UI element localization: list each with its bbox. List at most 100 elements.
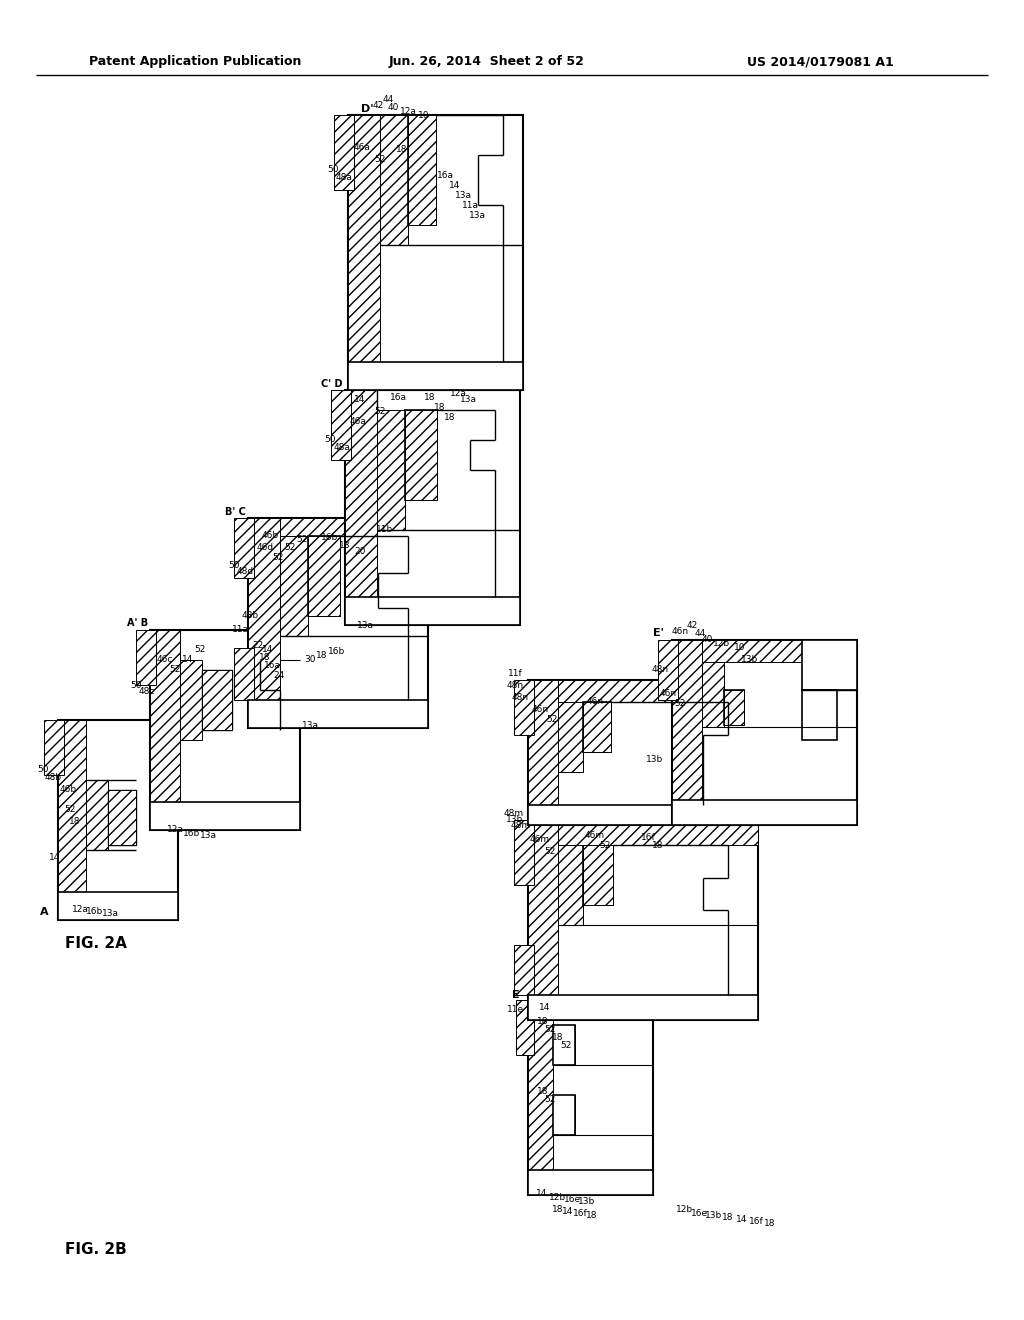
Text: 16b: 16b xyxy=(86,908,103,916)
Bar xyxy=(528,1001,553,1170)
Bar xyxy=(108,789,136,845)
Text: 50: 50 xyxy=(37,766,49,775)
Bar xyxy=(248,517,280,700)
Bar xyxy=(658,640,678,700)
Text: 14: 14 xyxy=(354,396,366,404)
Text: 40: 40 xyxy=(387,103,398,112)
Text: 50: 50 xyxy=(130,681,141,689)
Text: FIG. 2A: FIG. 2A xyxy=(65,936,127,950)
Text: 52: 52 xyxy=(285,544,296,553)
Text: 14: 14 xyxy=(540,1003,551,1012)
Text: 13b: 13b xyxy=(741,656,759,664)
Text: 52: 52 xyxy=(547,715,558,725)
Text: 12a: 12a xyxy=(72,906,88,915)
Bar xyxy=(58,719,178,920)
Text: 22: 22 xyxy=(252,640,263,649)
Text: 48m: 48m xyxy=(511,821,531,829)
Text: 52: 52 xyxy=(272,553,284,562)
Bar xyxy=(58,892,178,920)
Text: 13a: 13a xyxy=(301,721,318,730)
Bar xyxy=(202,671,232,730)
Text: 14: 14 xyxy=(49,854,60,862)
Text: 11b: 11b xyxy=(377,525,393,535)
Bar xyxy=(348,115,380,362)
Text: 16f: 16f xyxy=(641,833,655,842)
Text: 46d: 46d xyxy=(256,544,273,553)
Text: 16b: 16b xyxy=(322,532,339,541)
Text: 18: 18 xyxy=(339,540,351,549)
Text: 52: 52 xyxy=(675,698,686,708)
Bar xyxy=(334,115,354,190)
Text: 18: 18 xyxy=(434,404,445,412)
Text: 12a: 12a xyxy=(167,825,183,834)
Bar xyxy=(406,411,437,500)
Bar xyxy=(558,680,758,702)
Text: 52: 52 xyxy=(599,841,610,850)
Text: 44: 44 xyxy=(694,628,706,638)
Bar xyxy=(345,597,520,624)
Bar xyxy=(280,517,428,536)
Text: 52: 52 xyxy=(545,847,556,857)
Text: 16f: 16f xyxy=(572,1209,588,1218)
Text: 18: 18 xyxy=(587,1212,598,1221)
Bar xyxy=(528,805,758,825)
Text: 18: 18 xyxy=(70,817,81,826)
Text: 16a: 16a xyxy=(389,393,407,403)
Text: A' B: A' B xyxy=(127,618,148,628)
Text: 48n: 48n xyxy=(511,693,528,702)
Bar xyxy=(248,517,428,729)
Bar xyxy=(150,630,300,830)
Text: 48n: 48n xyxy=(507,681,523,689)
Text: 46b: 46b xyxy=(261,531,279,540)
Bar xyxy=(702,663,724,727)
Text: 46b: 46b xyxy=(59,785,77,795)
Text: 18: 18 xyxy=(424,393,436,403)
Bar xyxy=(802,690,837,741)
Bar xyxy=(553,1096,575,1135)
Text: 46n: 46n xyxy=(531,705,549,714)
Bar xyxy=(528,680,558,805)
Text: 52: 52 xyxy=(195,645,206,655)
Bar xyxy=(514,820,534,884)
Bar xyxy=(516,1001,534,1055)
Text: Patent Application Publication: Patent Application Publication xyxy=(89,55,301,69)
Text: 16b: 16b xyxy=(329,648,346,656)
Text: 52: 52 xyxy=(545,1026,556,1035)
Text: 48a: 48a xyxy=(336,173,352,181)
Text: 13a: 13a xyxy=(356,620,374,630)
Bar xyxy=(150,803,300,830)
Bar xyxy=(528,820,758,1020)
Text: 14: 14 xyxy=(450,181,461,190)
Text: 40: 40 xyxy=(701,635,713,644)
Text: 42: 42 xyxy=(373,100,384,110)
Text: 11a: 11a xyxy=(462,201,478,210)
Text: 11e: 11e xyxy=(508,1006,524,1015)
Text: 13b: 13b xyxy=(507,816,523,825)
Text: 50: 50 xyxy=(325,436,336,445)
Text: Jun. 26, 2014  Sheet 2 of 52: Jun. 26, 2014 Sheet 2 of 52 xyxy=(389,55,585,69)
Text: D': D' xyxy=(360,104,374,114)
Bar xyxy=(528,1001,653,1195)
Text: 16e: 16e xyxy=(691,1209,709,1217)
Text: US 2014/0179081 A1: US 2014/0179081 A1 xyxy=(746,55,893,69)
Bar xyxy=(86,780,108,850)
Text: 48c: 48c xyxy=(139,688,156,697)
Bar xyxy=(672,640,702,800)
Text: 18: 18 xyxy=(259,652,270,661)
Bar xyxy=(408,115,436,224)
Bar xyxy=(108,789,136,845)
Text: 18: 18 xyxy=(552,1034,564,1043)
Text: 52: 52 xyxy=(169,665,180,675)
Bar xyxy=(583,702,611,752)
Text: 14: 14 xyxy=(182,656,194,664)
Text: 11f: 11f xyxy=(508,668,522,677)
Bar xyxy=(44,719,63,775)
Text: 46n: 46n xyxy=(672,627,688,636)
Text: 16a: 16a xyxy=(263,661,281,671)
Text: B' C: B' C xyxy=(224,507,246,517)
Text: 13a: 13a xyxy=(460,396,476,404)
Text: 12b: 12b xyxy=(677,1205,693,1214)
Text: 18: 18 xyxy=(652,841,664,850)
Bar xyxy=(672,640,857,825)
Bar xyxy=(348,115,523,389)
